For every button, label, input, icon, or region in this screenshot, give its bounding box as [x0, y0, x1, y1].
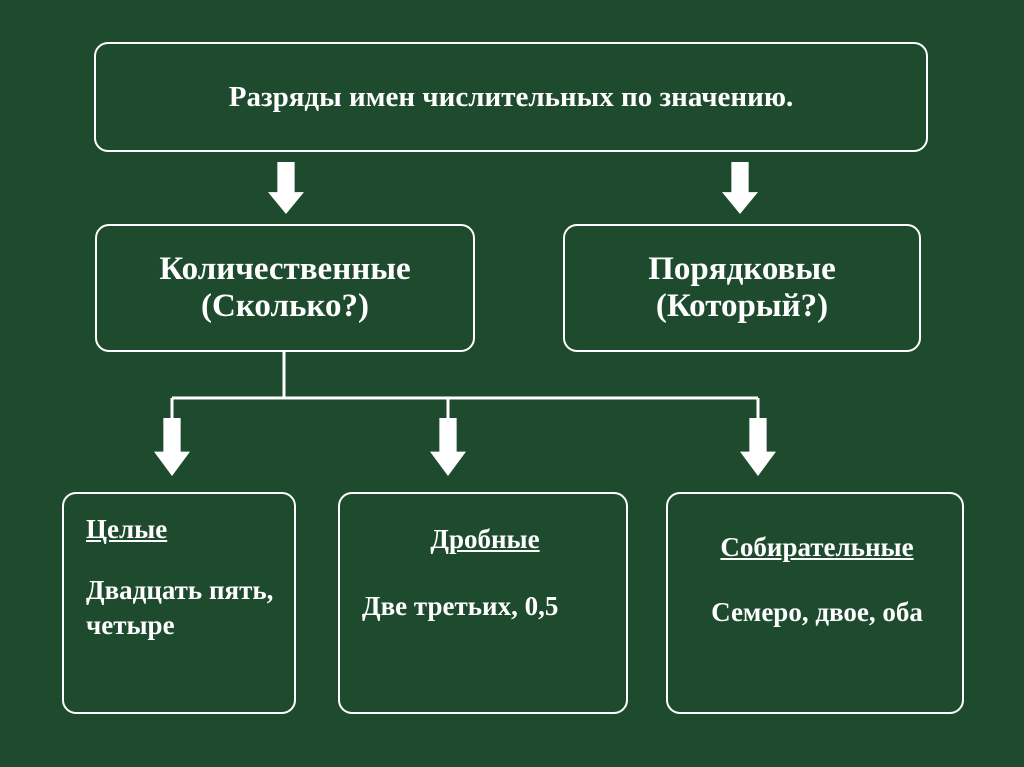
node-whole-heading: Целые [86, 514, 276, 545]
node-collective: Собирательные Семеро, двое, оба [666, 492, 964, 714]
quant-line1: Количественные [159, 251, 410, 288]
node-collective-example: Семеро, двое, оба [690, 595, 944, 630]
node-fractional-example: Две третьих, 0,5 [362, 589, 608, 624]
quant-line2: (Сколько?) [159, 288, 410, 325]
node-whole-example: Двадцать пять, четыре [86, 573, 276, 642]
node-ordinal-label: Порядковые (Который?) [565, 226, 919, 350]
node-fractional-heading: Дробные [362, 524, 608, 555]
node-quantitative-label: Количественные (Сколько?) [97, 226, 473, 350]
ord-line2: (Который?) [648, 288, 836, 325]
node-quantitative: Количественные (Сколько?) [95, 224, 475, 352]
node-root: Разряды имен числительных по значению. [94, 42, 928, 152]
node-root-label: Разряды имен числительных по значению. [96, 44, 926, 150]
node-fractional: Дробные Две третьих, 0,5 [338, 492, 628, 714]
node-ordinal: Порядковые (Который?) [563, 224, 921, 352]
node-collective-heading: Собирательные [690, 532, 944, 563]
node-whole: Целые Двадцать пять, четыре [62, 492, 296, 714]
ord-line1: Порядковые [648, 251, 836, 288]
